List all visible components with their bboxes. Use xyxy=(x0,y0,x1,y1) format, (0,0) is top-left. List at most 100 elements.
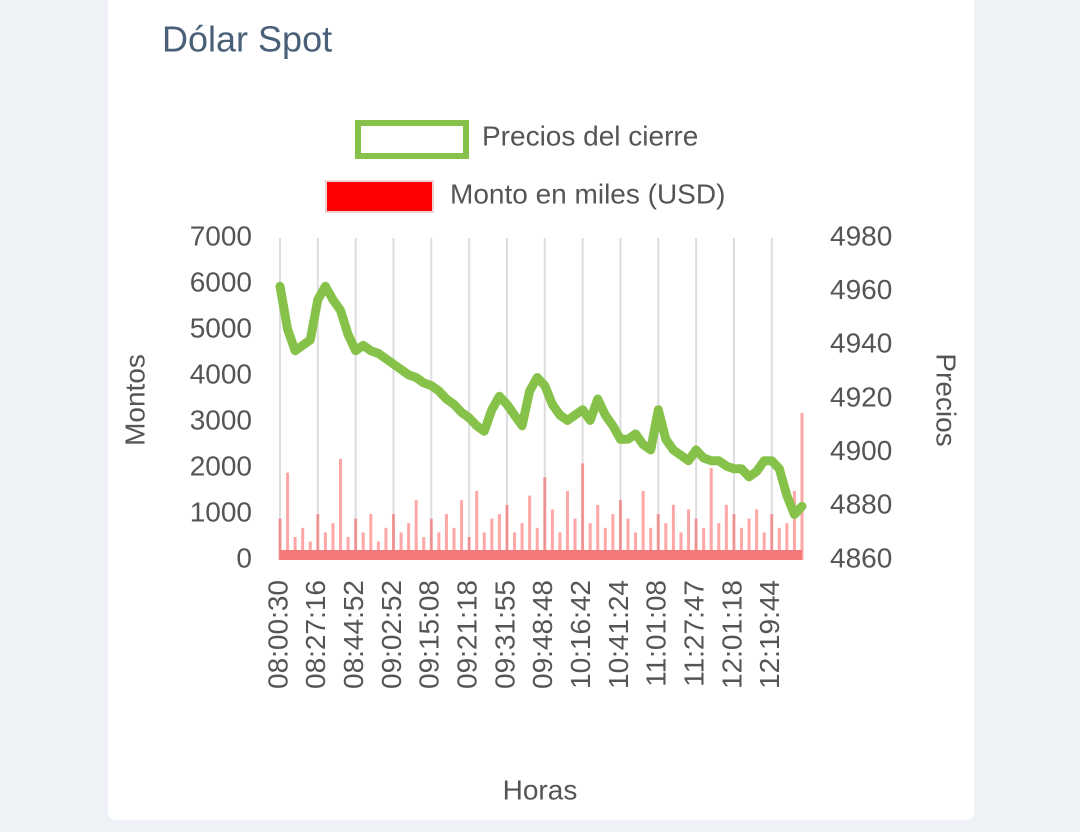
bar xyxy=(293,537,297,560)
bar xyxy=(550,509,554,560)
bar xyxy=(467,537,471,560)
y-tick-label: 6000 xyxy=(190,266,252,297)
bar xyxy=(543,477,547,560)
bar xyxy=(505,504,509,560)
bar xyxy=(407,523,411,560)
bar xyxy=(558,532,562,560)
bar xyxy=(528,495,532,560)
bar xyxy=(618,500,622,560)
bar xyxy=(611,514,615,560)
bar xyxy=(399,532,403,560)
y2-tick-label: 4960 xyxy=(830,274,892,305)
bar xyxy=(649,527,653,560)
bar xyxy=(679,532,683,560)
bar xyxy=(724,504,728,560)
bar xyxy=(687,509,691,560)
bar xyxy=(391,514,395,560)
x-tick-label: 10:16:42 xyxy=(565,580,596,689)
bar xyxy=(702,527,706,560)
bar xyxy=(634,532,638,560)
bar xyxy=(755,509,759,560)
x-tick-label: 08:00:30 xyxy=(262,580,293,689)
bar xyxy=(414,500,418,560)
x-tick-label: 12:01:18 xyxy=(716,580,747,689)
x-tick-label: 12:19:44 xyxy=(754,580,785,689)
legend-label: Monto en miles (USD) xyxy=(450,178,725,209)
y-tick-label: 0 xyxy=(236,542,252,573)
y2-axis-title: Precios xyxy=(931,353,962,446)
bar xyxy=(460,500,464,560)
bar xyxy=(361,532,365,560)
bar xyxy=(429,518,433,560)
x-tick-label: 09:48:48 xyxy=(527,580,558,689)
bar xyxy=(384,527,388,560)
bar xyxy=(641,491,645,560)
bar xyxy=(596,504,600,560)
y2-tick-label: 4980 xyxy=(830,220,892,251)
bar xyxy=(792,491,796,560)
bar xyxy=(490,518,494,560)
bar xyxy=(777,527,781,560)
y-tick-label: 4000 xyxy=(190,358,252,389)
x-axis-title: Horas xyxy=(503,774,578,805)
bar xyxy=(770,514,774,560)
baseline-band xyxy=(280,550,802,560)
bar xyxy=(301,527,305,560)
y-tick-label: 3000 xyxy=(190,404,252,435)
bar xyxy=(331,523,335,560)
bar xyxy=(709,468,713,560)
bar xyxy=(581,463,585,560)
y2-tick-label: 4940 xyxy=(830,328,892,359)
x-tick-label: 10:41:24 xyxy=(603,580,634,689)
bar xyxy=(671,504,675,560)
x-tick-label: 11:27:47 xyxy=(678,580,709,687)
bar xyxy=(278,518,282,560)
bar xyxy=(535,527,539,560)
y2-tick-label: 4880 xyxy=(830,489,892,520)
bar xyxy=(369,514,373,560)
bar xyxy=(286,472,290,560)
bar xyxy=(694,518,698,560)
bar xyxy=(664,523,668,560)
x-tick-label: 08:27:16 xyxy=(300,580,331,689)
bar xyxy=(717,523,721,560)
y-tick-label: 5000 xyxy=(190,312,252,343)
bar xyxy=(573,518,577,560)
y-tick-label: 7000 xyxy=(190,220,252,251)
bar xyxy=(513,532,517,560)
y-tick-label: 1000 xyxy=(190,496,252,527)
y2-tick-label: 4900 xyxy=(830,435,892,466)
x-tick-label: 09:02:52 xyxy=(376,580,407,689)
card xyxy=(108,0,974,820)
x-tick-label: 08:44:52 xyxy=(338,580,369,689)
bar xyxy=(339,458,343,560)
x-tick-label: 09:15:08 xyxy=(414,580,445,689)
chart-title: Dólar Spot xyxy=(162,19,332,60)
bar xyxy=(437,532,441,560)
bar xyxy=(785,523,789,560)
bar xyxy=(739,527,743,560)
bar xyxy=(482,532,486,560)
bar xyxy=(444,514,448,560)
x-tick-label: 09:21:18 xyxy=(452,580,483,689)
y2-tick-label: 4860 xyxy=(830,542,892,573)
legend-label: Precios del cierre xyxy=(482,120,698,151)
bar xyxy=(603,527,607,560)
legend-swatch xyxy=(325,180,434,213)
bar xyxy=(656,514,660,560)
bar xyxy=(565,491,569,560)
bar xyxy=(732,514,736,560)
bar xyxy=(800,412,804,560)
bar xyxy=(588,523,592,560)
bar xyxy=(626,518,630,560)
bar xyxy=(354,518,358,560)
bar xyxy=(762,532,766,560)
y-tick-label: 2000 xyxy=(190,450,252,481)
legend-swatch xyxy=(355,120,469,159)
x-tick-label: 11:01:08 xyxy=(641,580,672,687)
y-axis-title: Montos xyxy=(119,354,150,446)
bar xyxy=(475,491,479,560)
bar xyxy=(316,514,320,560)
